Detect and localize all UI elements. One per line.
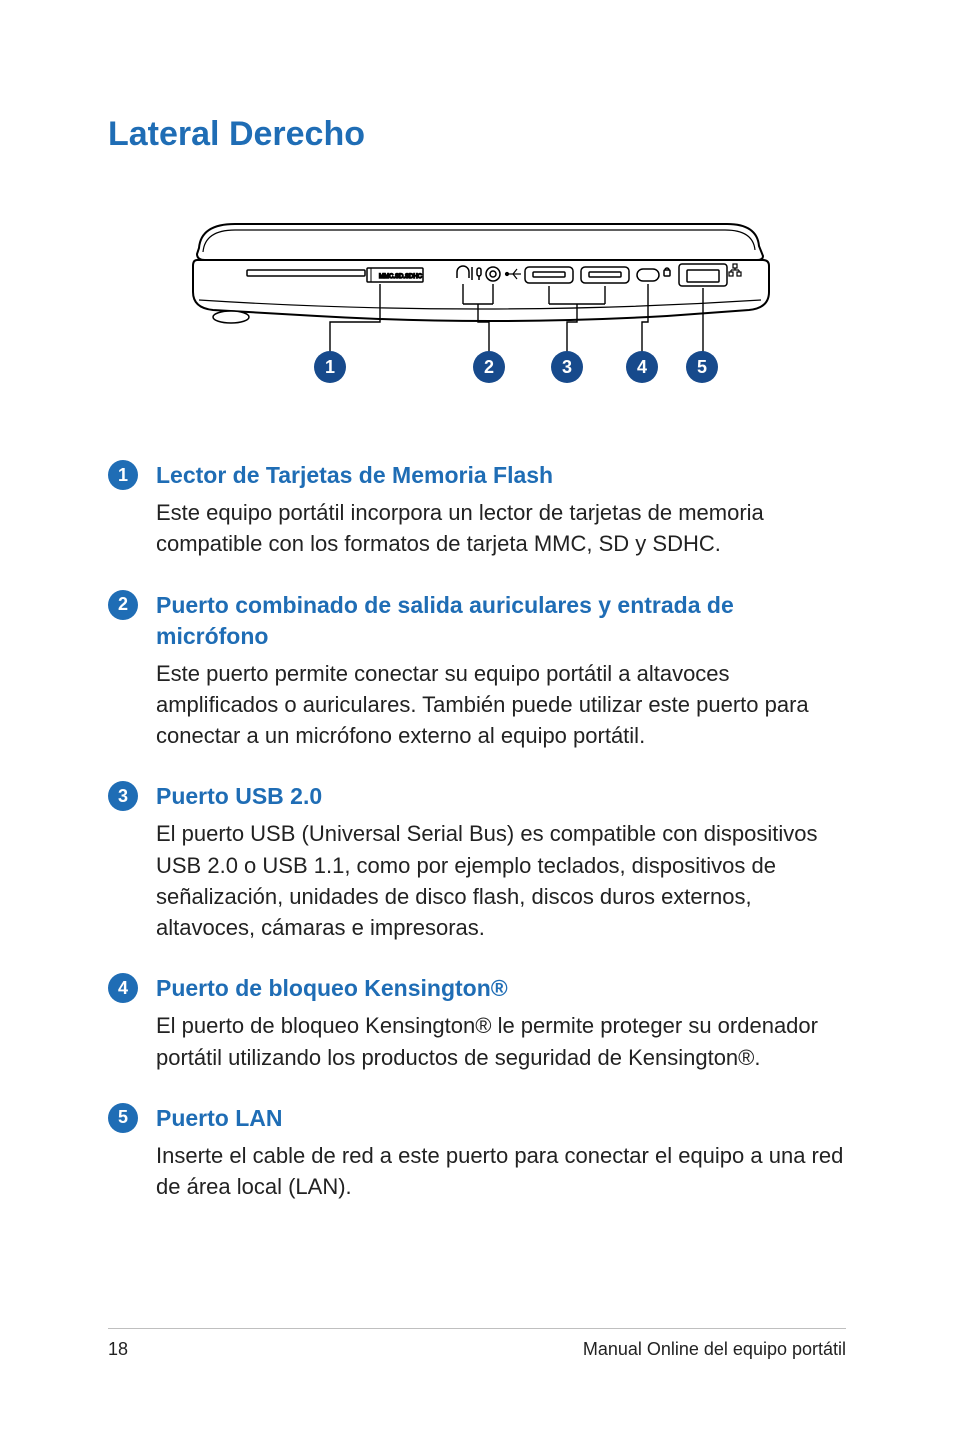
- item-title: Puerto combinado de salida auriculares y…: [156, 590, 846, 652]
- laptop-side-diagram: MMC.SD.SDHC: [108, 212, 846, 398]
- manual-page: Lateral Derecho: [0, 0, 954, 1438]
- item-5: 5 Puerto LAN Inserte el cable de red a e…: [108, 1103, 846, 1219]
- item-body: Puerto combinado de salida auriculares y…: [156, 590, 846, 768]
- callout-num: 4: [637, 357, 647, 377]
- bullet-5: 5: [108, 1103, 138, 1133]
- item-desc: El puerto USB (Universal Serial Bus) es …: [156, 818, 846, 943]
- callout-num: 5: [697, 357, 707, 377]
- page-number: 18: [108, 1339, 128, 1360]
- item-4: 4 Puerto de bloqueo Kensington® El puert…: [108, 973, 846, 1089]
- item-title: Puerto USB 2.0: [156, 781, 846, 812]
- sd-slot-label: MMC.SD.SDHC: [379, 274, 423, 280]
- item-title: Lector de Tarjetas de Memoria Flash: [156, 460, 846, 491]
- item-desc: El puerto de bloqueo Kensington® le perm…: [156, 1010, 846, 1072]
- page-footer: 18 Manual Online del equipo portátil: [108, 1328, 846, 1360]
- item-3: 3 Puerto USB 2.0 El puerto USB (Universa…: [108, 781, 846, 959]
- item-body: Puerto LAN Inserte el cable de red a est…: [156, 1103, 846, 1219]
- footer-right-text: Manual Online del equipo portátil: [583, 1339, 846, 1360]
- item-body: Puerto de bloqueo Kensington® El puerto …: [156, 973, 846, 1089]
- callout-bullets: 1 2 3 4 5: [314, 351, 718, 383]
- page-title: Lateral Derecho: [108, 115, 846, 154]
- item-desc: Este puerto permite conectar su equipo p…: [156, 658, 846, 752]
- item-1: 1 Lector de Tarjetas de Memoria Flash Es…: [108, 460, 846, 576]
- bullet-2: 2: [108, 590, 138, 620]
- callout-num: 3: [562, 357, 572, 377]
- callout-num: 1: [325, 357, 335, 377]
- item-2: 2 Puerto combinado de salida auriculares…: [108, 590, 846, 768]
- item-body: Lector de Tarjetas de Memoria Flash Este…: [156, 460, 846, 576]
- item-desc: Este equipo portátil incorpora un lector…: [156, 497, 846, 559]
- port-descriptions: 1 Lector de Tarjetas de Memoria Flash Es…: [108, 460, 846, 1218]
- item-desc: Inserte el cable de red a este puerto pa…: [156, 1140, 846, 1202]
- item-title: Puerto de bloqueo Kensington®: [156, 973, 846, 1004]
- item-title: Puerto LAN: [156, 1103, 846, 1134]
- callout-num: 2: [484, 357, 494, 377]
- laptop-right-side-svg: MMC.SD.SDHC: [167, 212, 787, 398]
- bullet-1: 1: [108, 460, 138, 490]
- bullet-3: 3: [108, 781, 138, 811]
- item-body: Puerto USB 2.0 El puerto USB (Universal …: [156, 781, 846, 959]
- bullet-4: 4: [108, 973, 138, 1003]
